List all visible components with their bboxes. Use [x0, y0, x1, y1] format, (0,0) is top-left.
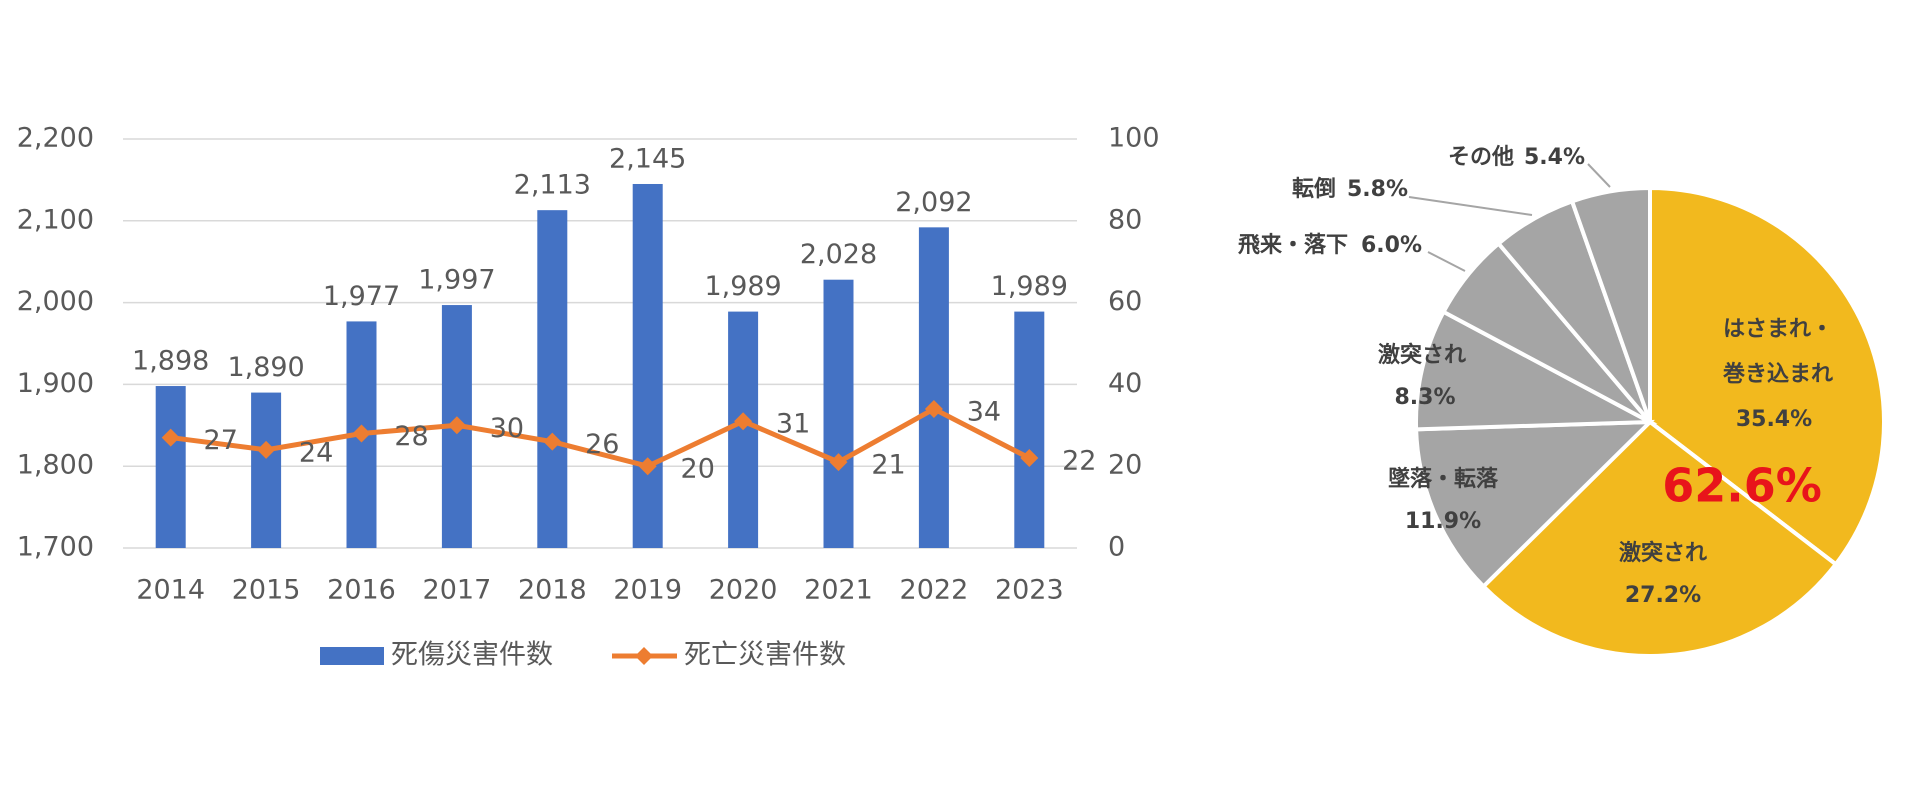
x-tick-label: 2014: [136, 575, 205, 606]
y2-tick-label: 20: [1108, 450, 1142, 481]
bar-value-label: 1,989: [704, 271, 781, 302]
pie-slice: [1414, 309, 1658, 432]
line-value-label: 26: [585, 429, 619, 460]
bar: [537, 210, 568, 548]
line-value-label: 30: [490, 413, 524, 444]
line-marker: [257, 440, 276, 459]
pie-category-label: 激突され: [1619, 540, 1707, 566]
y-tick-label: 1,800: [17, 450, 94, 481]
legend-marker: [635, 647, 653, 665]
pie-value-label: 6.0%: [1361, 233, 1422, 258]
bar-value-label: 2,113: [514, 170, 591, 201]
x-tick-label: 2020: [709, 575, 778, 606]
bar-value-label: 2,028: [800, 239, 877, 270]
line-marker: [734, 412, 753, 431]
bar-value-label: 1,898: [132, 346, 209, 377]
pie-slice: [1480, 419, 1839, 658]
bar: [1014, 311, 1045, 548]
y-tick-label: 1,900: [17, 368, 94, 399]
line-marker: [1020, 449, 1039, 468]
pie-category-label: 激突され: [1378, 342, 1466, 368]
line-marker: [352, 424, 371, 443]
pie-category-label: 墜落・転落: [1388, 466, 1499, 492]
legend-label: 死傷災害件数: [391, 640, 553, 671]
line-marker: [924, 399, 943, 418]
pie-slice: [1414, 419, 1656, 590]
x-tick-label: 2015: [232, 575, 301, 606]
legend-label: 死亡災害件数: [684, 640, 846, 671]
pie-slice: [1569, 185, 1652, 423]
x-tick-label: 2018: [518, 575, 587, 606]
pie-value-label: 5.8%: [1347, 177, 1408, 202]
line-marker: [638, 457, 657, 476]
pie-category-label: 飛来・落下: [1238, 233, 1348, 258]
line: [170, 406, 1031, 469]
x-tick-label: 2017: [423, 575, 492, 606]
bar: [918, 227, 949, 548]
x-tick-label: 2016: [327, 575, 396, 606]
bar: [632, 183, 663, 549]
bar-value-label: 1,890: [227, 352, 304, 383]
bar-value-label: 2,092: [895, 187, 972, 218]
line-value-label: 22: [1062, 446, 1096, 477]
bar: [251, 392, 282, 548]
bar-value-label: 1,977: [323, 281, 400, 312]
bar: [823, 279, 854, 548]
pie-category-label: その他: [1448, 145, 1514, 170]
y-tick-label: 2,000: [17, 286, 94, 317]
bar-value-label: 1,989: [991, 271, 1068, 302]
line-value-label: 20: [681, 454, 715, 485]
pie-value-label: 5.4%: [1524, 145, 1585, 170]
y-tick-label: 2,200: [17, 123, 94, 154]
x-tick-label: 2019: [613, 575, 682, 606]
pie-annotation: 62.6%: [1662, 459, 1822, 513]
leader-line: [1408, 196, 1533, 216]
x-tick-label: 2022: [900, 575, 969, 606]
y2-tick-label: 100: [1108, 123, 1160, 154]
bar-value-label: 1,997: [418, 265, 495, 296]
line-value-label: 31: [776, 409, 810, 440]
y-tick-label: 1,700: [17, 532, 94, 563]
pie-category-label: 転倒: [1292, 176, 1336, 202]
legend-swatch: [320, 647, 384, 665]
line-value-label: 24: [299, 437, 333, 468]
pie-value-label: 11.9%: [1405, 509, 1481, 534]
pie-value-label: 27.2%: [1625, 583, 1701, 608]
y2-tick-label: 60: [1108, 286, 1142, 317]
x-tick-label: 2021: [804, 575, 873, 606]
line-value-label: 27: [204, 425, 238, 456]
bar: [155, 386, 186, 548]
leader-line: [1427, 251, 1466, 272]
line-marker: [161, 428, 180, 447]
pie-category-label: はさまれ・巻き込まれ: [1723, 317, 1833, 387]
y2-tick-label: 40: [1108, 368, 1142, 399]
line-marker: [543, 432, 562, 451]
line-value-label: 28: [394, 421, 428, 452]
x-tick-label: 2023: [995, 575, 1064, 606]
line-value-label: 34: [967, 396, 1001, 427]
pie-value-label: 8.3%: [1394, 385, 1455, 410]
pie-value-label: 35.4%: [1736, 407, 1812, 432]
y2-tick-label: 0: [1108, 532, 1125, 563]
line-marker: [829, 453, 848, 472]
line-value-label: 21: [871, 450, 905, 481]
y-tick-label: 2,100: [17, 204, 94, 235]
pie-slice: [1648, 185, 1886, 568]
bar-value-label: 2,145: [609, 143, 686, 174]
line-marker: [447, 416, 466, 435]
leader-line: [1587, 163, 1611, 188]
y2-tick-label: 80: [1108, 204, 1142, 235]
